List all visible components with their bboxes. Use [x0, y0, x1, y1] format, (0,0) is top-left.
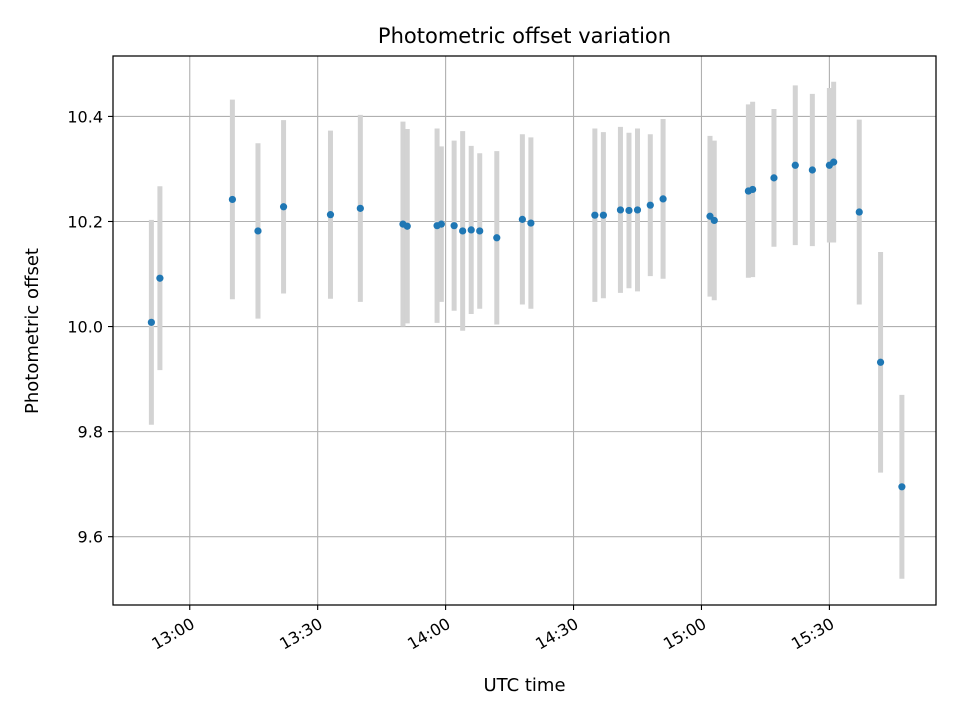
data-point	[518, 215, 526, 223]
data-point	[254, 227, 262, 235]
x-axis-label: UTC time	[483, 675, 565, 696]
data-point	[437, 220, 445, 228]
data-point	[326, 211, 335, 219]
data-point	[710, 216, 718, 225]
data-point	[228, 195, 236, 204]
data-point	[450, 222, 458, 230]
data-point	[659, 195, 667, 203]
chart-title: Photometric offset variation	[378, 24, 671, 48]
data-point	[476, 227, 484, 235]
y-tick-label: 9.8	[78, 423, 103, 442]
y-tick-label: 9.6	[78, 528, 103, 547]
data-point	[898, 483, 906, 491]
y-axis-label: Photometric offset	[22, 248, 43, 414]
data-point	[467, 226, 475, 234]
data-point	[855, 208, 863, 216]
data-point	[147, 318, 155, 326]
data-point	[459, 227, 467, 235]
data-point	[527, 219, 535, 227]
data-point	[625, 206, 633, 215]
data-point	[633, 206, 642, 214]
data-point	[646, 201, 654, 209]
data-point	[876, 358, 885, 366]
data-point	[830, 158, 838, 166]
data-point	[403, 222, 411, 230]
data-point	[493, 234, 501, 242]
y-tick-label: 10.4	[67, 107, 103, 126]
data-point	[749, 185, 757, 194]
data-point	[616, 206, 625, 214]
data-point	[591, 211, 599, 219]
y-tick-label: 10.0	[67, 318, 103, 337]
data-point	[356, 204, 364, 212]
data-point	[791, 161, 799, 169]
data-point	[770, 174, 778, 182]
y-tick-label: 10.2	[67, 212, 103, 231]
data-point	[808, 166, 816, 174]
plot-frame	[112, 55, 937, 606]
data-point	[279, 203, 288, 211]
data-points	[147, 158, 906, 491]
data-point	[156, 274, 164, 282]
data-point	[599, 211, 607, 219]
